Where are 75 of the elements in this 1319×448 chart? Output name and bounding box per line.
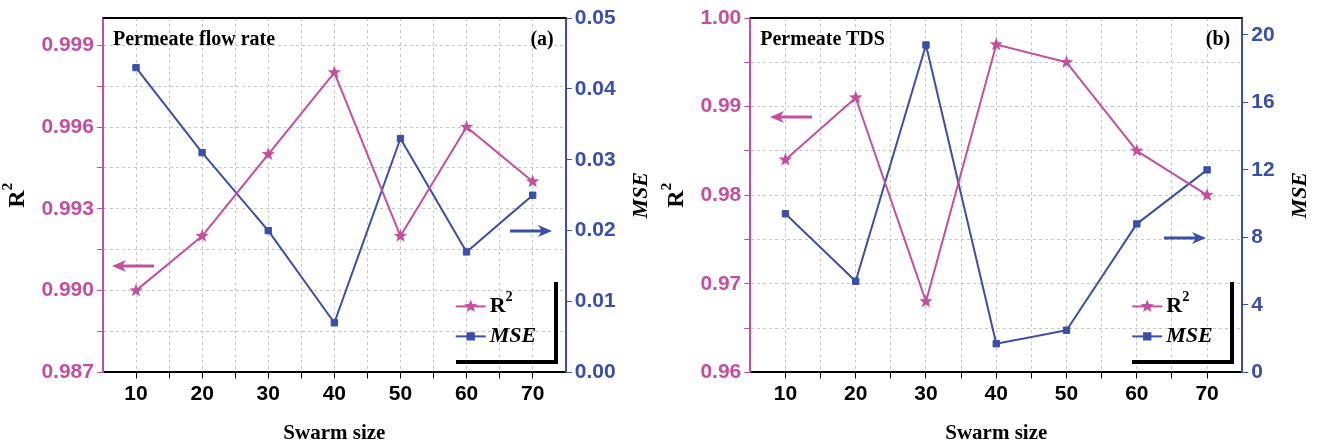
point [528, 191, 537, 199]
x-tick-label: 50 [1054, 380, 1079, 404]
y2-tick-label: 0.00 [574, 359, 616, 383]
y2-tick-label: 0.02 [574, 217, 616, 241]
x-tick-label: 60 [1125, 380, 1149, 404]
x-tick-label: 40 [322, 380, 347, 404]
point [919, 294, 933, 308]
x-tick-label: 70 [1195, 380, 1219, 404]
y-tick-label: 0.996 [41, 113, 94, 137]
point [198, 148, 206, 157]
y-tick-label: 0.999 [41, 32, 94, 56]
y2-tick-label: 12 [1251, 156, 1275, 180]
legend-label: MSE [488, 322, 537, 348]
point [396, 134, 405, 143]
y-tick-label: 0.96 [700, 359, 742, 383]
point [1062, 326, 1071, 334]
y2-tick-label: 4 [1251, 291, 1264, 315]
y2-tick-label: 16 [1251, 89, 1275, 113]
x-axis-title: Swarm size [945, 420, 1048, 445]
y-tick-label: 0.99 [700, 93, 742, 117]
annotation: (b) [1205, 27, 1231, 51]
y-tick-label: 0.993 [41, 195, 94, 219]
x-tick-label: 20 [844, 380, 868, 404]
point [132, 63, 140, 72]
point [1130, 143, 1144, 157]
point [849, 90, 863, 104]
x-tick-label: 60 [454, 380, 479, 404]
x-axis-title: Swarm size [283, 420, 386, 445]
point [989, 37, 1003, 51]
x-tick-label: 30 [256, 380, 280, 404]
annotation: (a) [530, 27, 554, 51]
point [261, 147, 275, 160]
point [526, 174, 540, 188]
point [852, 277, 860, 285]
y2-tick-label: 0.05 [574, 4, 616, 28]
y-tick-label: 0.98 [700, 182, 742, 205]
y2-tick-label: 8 [1251, 224, 1264, 248]
point [195, 229, 209, 242]
y-tick-label: 0.97 [700, 270, 742, 294]
point [459, 120, 474, 133]
y2-axis-title: MSE [1285, 171, 1311, 220]
point [992, 340, 1000, 348]
y2-tick-label: 0 [1251, 359, 1263, 383]
point [1133, 220, 1141, 228]
point [393, 229, 408, 242]
point [922, 41, 930, 49]
legend-label: MSE [1165, 322, 1213, 348]
x-tick-label: 40 [984, 380, 1008, 404]
y-axis-title: R2 [657, 182, 689, 208]
point [330, 319, 339, 327]
x-tick-label: 10 [773, 380, 798, 404]
point [129, 283, 143, 297]
point [778, 152, 793, 166]
y2-tick-label: 0.03 [574, 146, 616, 170]
y2-tick-label: 0.04 [574, 75, 616, 99]
y-tick-label: 0.990 [41, 277, 94, 301]
y2-tick-label: 0.01 [574, 288, 616, 312]
x-tick-label: 70 [520, 380, 545, 404]
y-axis-title: R2 [0, 182, 30, 208]
point [1203, 166, 1211, 174]
y-tick-label: 1.00 [700, 4, 742, 28]
point [462, 248, 471, 256]
x-tick-label: 10 [124, 380, 148, 404]
y2-axis-title: MSE [626, 171, 652, 220]
point [264, 226, 272, 235]
x-tick-label: 50 [388, 380, 413, 404]
chart-title: Permeate flow rate [112, 27, 276, 50]
x-tick-label: 30 [914, 380, 938, 404]
point [1200, 188, 1214, 201]
y2-tick-label: 20 [1251, 21, 1275, 45]
x-tick-label: 20 [190, 380, 214, 404]
point [781, 210, 790, 218]
text: Permeate TDS [760, 27, 885, 50]
y-tick-label: 0.987 [41, 359, 94, 383]
point [327, 65, 341, 79]
